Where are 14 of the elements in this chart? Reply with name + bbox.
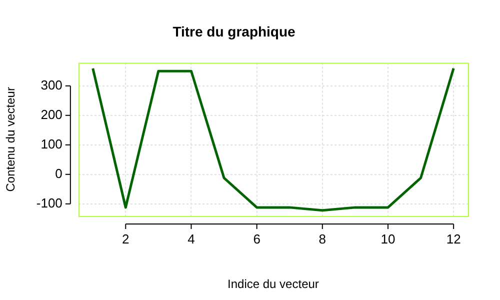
y-tick-label: 0 (55, 166, 62, 181)
x-axis-title: Indice du vecteur (228, 277, 319, 292)
x-tick-label: 2 (122, 231, 130, 246)
x-tick-label: 4 (188, 231, 195, 246)
x-tick-label: 12 (446, 231, 461, 246)
x-tick-label: 6 (253, 231, 260, 246)
y-tick-label: 300 (40, 77, 62, 92)
y-tick-label: 200 (40, 106, 62, 122)
x-tick-label: 8 (318, 231, 326, 246)
y-axis-title: Contenu du vecteur (4, 87, 18, 192)
x-tick-label: 10 (380, 231, 396, 246)
chart-title: Titre du graphique (172, 23, 296, 40)
y-tick-label: -100 (36, 195, 62, 210)
y-tick-label: 100 (40, 136, 62, 152)
